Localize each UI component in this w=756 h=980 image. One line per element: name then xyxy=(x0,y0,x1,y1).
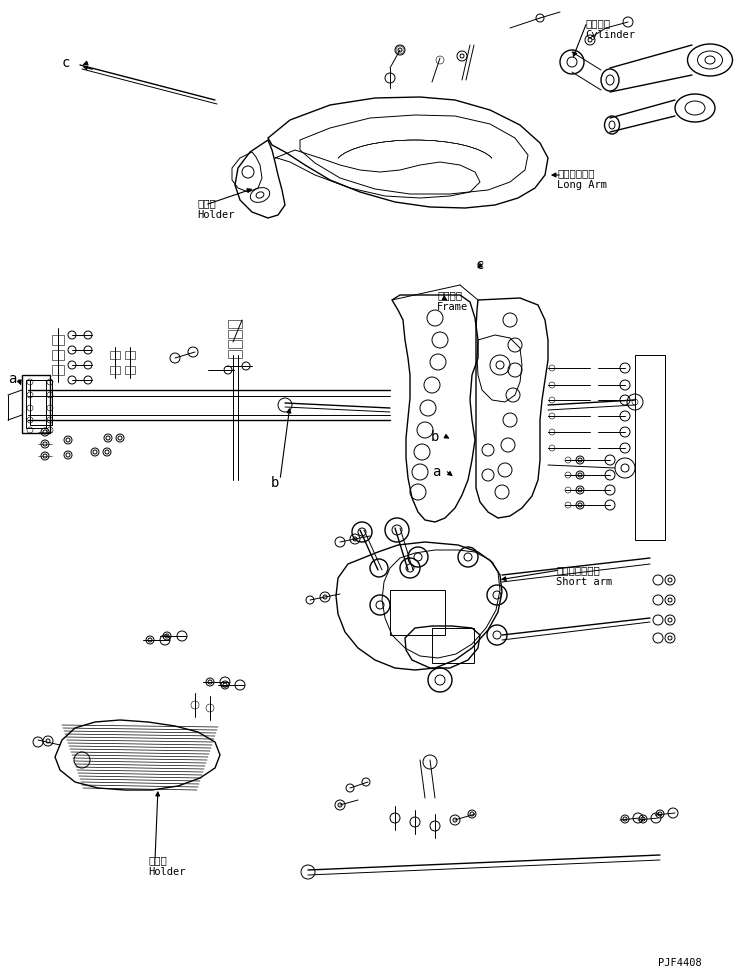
Bar xyxy=(635,355,665,540)
Bar xyxy=(228,320,242,328)
Text: PJF4408: PJF4408 xyxy=(658,958,702,968)
Text: ショートアーム: ショートアーム xyxy=(556,565,600,575)
Text: Short arm: Short arm xyxy=(556,577,612,587)
Text: シリンダ: シリンダ xyxy=(585,18,610,28)
Text: a: a xyxy=(8,372,17,386)
Bar xyxy=(125,351,135,359)
Bar xyxy=(432,628,474,663)
Text: b: b xyxy=(431,430,439,444)
Text: ホルダ: ホルダ xyxy=(148,855,167,865)
Bar xyxy=(22,375,50,433)
Text: b: b xyxy=(271,476,280,490)
Bar xyxy=(228,340,242,348)
Text: Frame: Frame xyxy=(437,302,468,312)
Bar xyxy=(52,350,64,360)
Text: フレーム: フレーム xyxy=(437,290,462,300)
Bar xyxy=(52,365,64,375)
Polygon shape xyxy=(55,720,220,790)
Bar xyxy=(125,366,135,374)
Text: c: c xyxy=(62,56,70,70)
Bar xyxy=(228,350,242,358)
Text: Holder: Holder xyxy=(197,210,234,220)
Text: Long Arm: Long Arm xyxy=(557,180,607,190)
Bar xyxy=(228,330,242,338)
Bar xyxy=(110,351,120,359)
Text: ホルダ: ホルダ xyxy=(197,198,215,208)
Text: a: a xyxy=(432,465,441,479)
Ellipse shape xyxy=(705,56,715,64)
Text: Cylinder: Cylinder xyxy=(585,30,635,40)
Text: ロングアーム: ロングアーム xyxy=(557,168,594,178)
Bar xyxy=(26,380,46,428)
Bar xyxy=(30,380,52,425)
Text: Holder: Holder xyxy=(148,867,185,877)
Bar xyxy=(52,335,64,345)
Text: c: c xyxy=(476,258,485,272)
Bar xyxy=(110,366,120,374)
Bar xyxy=(390,590,445,635)
